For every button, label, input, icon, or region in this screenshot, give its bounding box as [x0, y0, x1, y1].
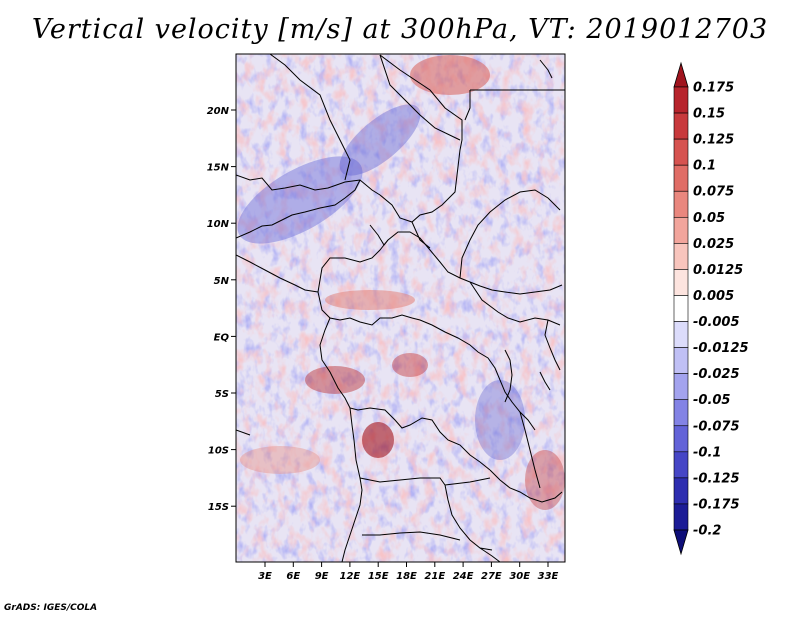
- colorbar-label: 0.025: [693, 237, 734, 252]
- colorbar-label: 0.175: [693, 81, 734, 96]
- colorbar-label: -0.1: [693, 445, 721, 460]
- colorbar-segment: [673, 112, 689, 140]
- colorbar-segment: [673, 399, 689, 427]
- lon-label: 9E: [315, 571, 329, 582]
- colorbar-segment: [673, 243, 689, 270]
- colorbar-segment: [673, 373, 689, 401]
- colorbar-max-arrow: [673, 61, 689, 88]
- lat-label: 10S: [208, 446, 229, 457]
- colorbar-segment: [673, 477, 689, 505]
- colorbar-label: -0.025: [693, 367, 740, 382]
- colorbar-label: 0.075: [693, 185, 734, 200]
- colorbar-label: -0.175: [693, 497, 740, 512]
- plot-frame: [235, 53, 566, 563]
- colorbar-label: -0.075: [693, 419, 740, 434]
- colorbar-label: -0.005: [693, 315, 740, 330]
- lon-label: 3E: [258, 571, 272, 582]
- colorbar-label: -0.0125: [693, 341, 749, 356]
- colorbar-label: 0.1: [693, 159, 716, 174]
- colorbar-min-arrow: [673, 529, 689, 556]
- lon-label: 30E: [509, 571, 530, 582]
- velocity-field: [236, 54, 565, 562]
- colorbar-segment: [673, 86, 689, 114]
- lon-label: 21E: [424, 571, 445, 582]
- lat-label: EQ: [214, 332, 230, 343]
- latitude-axis: 20N 15N 10N 5N EQ 5S 10S 15S: [207, 106, 236, 513]
- colorbar-segment: [673, 347, 689, 374]
- country-borders: [236, 54, 565, 562]
- colorbar-segment: [673, 503, 689, 531]
- colorbar-segment: [673, 295, 689, 322]
- lon-label: 12E: [340, 571, 361, 582]
- lat-label: 15S: [208, 502, 229, 513]
- map-title: Vertical velocity [m/s] at 300hPa, VT: 2…: [31, 14, 769, 45]
- colorbar-label: 0.15: [693, 107, 725, 122]
- longitude-axis: 3E 6E 9E 12E 15E 18E 21E 24E 27E 30E 33E: [258, 562, 559, 582]
- colorbar-segment: [673, 451, 689, 479]
- lon-label: 18E: [396, 571, 417, 582]
- colorbar-segment: [673, 269, 689, 296]
- grads-credit: GrADS: IGES/COLA: [4, 603, 98, 613]
- lon-label: 15E: [368, 571, 389, 582]
- colorbar-label: 0.0125: [693, 263, 743, 278]
- lat-label: 10N: [207, 219, 230, 230]
- lat-label: 20N: [207, 106, 230, 117]
- colorbar-segment: [673, 321, 689, 348]
- colorbar-segment: [673, 190, 689, 218]
- colorbar-segment: [673, 164, 689, 192]
- lon-label: 33E: [538, 571, 559, 582]
- lon-label: 24E: [453, 571, 474, 582]
- lat-label: 15N: [207, 163, 230, 174]
- colorbar-label: 0.005: [693, 289, 734, 304]
- colorbar-segment: [673, 216, 689, 244]
- colorbar: 0.175 0.15 0.125 0.1 0.075 0.05 0.025 0.0125 0.0…: [673, 61, 749, 556]
- colorbar-label: 0.125: [693, 133, 734, 148]
- colorbar-segment: [673, 138, 689, 166]
- lat-label: 5S: [215, 389, 229, 400]
- colorbar-label: -0.05: [693, 393, 730, 408]
- colorbar-segment: [673, 425, 689, 453]
- colorbar-label: -0.125: [693, 471, 740, 486]
- lon-label: 27E: [481, 571, 502, 582]
- colorbar-label: 0.05: [693, 211, 725, 226]
- lat-label: 5N: [214, 276, 230, 287]
- lon-label: 6E: [286, 571, 300, 582]
- colorbar-label: -0.2: [693, 524, 721, 539]
